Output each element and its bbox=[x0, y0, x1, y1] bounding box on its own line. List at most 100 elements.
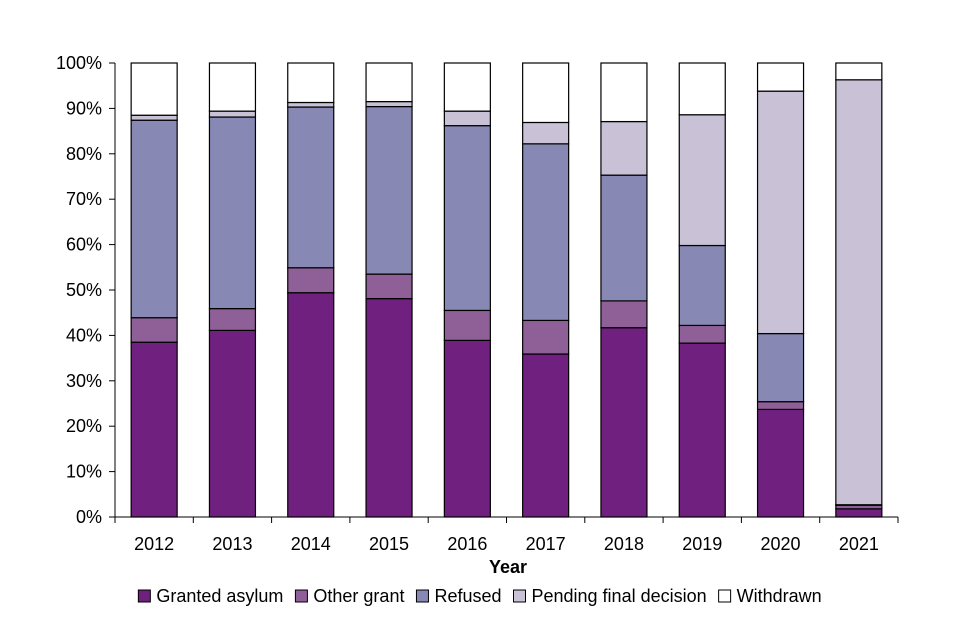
legend-label: Other grant bbox=[313, 586, 404, 606]
bar-segment-refused-2017 bbox=[522, 143, 570, 322]
bar-segment-other-grant-2015 bbox=[365, 273, 413, 300]
bar-segment-pending-final-decision-2021 bbox=[835, 79, 883, 506]
x-tick-label: 2019 bbox=[682, 534, 722, 554]
bar-segment-withdrawn-2018 bbox=[600, 62, 648, 123]
bar-segment-granted-asylum-2019 bbox=[678, 342, 726, 518]
bar-segment-pending-final-decision-2019 bbox=[678, 114, 726, 247]
bar-stack-2013 bbox=[208, 62, 257, 518]
bar-segment-other-grant-2012 bbox=[130, 317, 178, 343]
bar-segment-pending-final-decision-2013 bbox=[208, 110, 257, 118]
x-tick-label: 2018 bbox=[604, 534, 644, 554]
y-tick-label: 100% bbox=[56, 53, 102, 73]
y-tick-label: 70% bbox=[66, 189, 102, 209]
x-tick-label: 2013 bbox=[212, 534, 252, 554]
bar-segment-other-grant-2014 bbox=[287, 267, 335, 294]
bar-segment-pending-final-decision-2020 bbox=[756, 90, 805, 335]
y-tick-label: 0% bbox=[76, 507, 102, 527]
y-axis: 0% 10% 20% 30% 40% 50% 60% 70% 80% 90% 100% bbox=[56, 53, 116, 527]
bar-stack-2015 bbox=[365, 62, 413, 518]
bar-segment-refused-2012 bbox=[130, 119, 178, 319]
bar-segment-withdrawn-2020 bbox=[756, 62, 805, 92]
bar-segment-other-grant-2019 bbox=[678, 324, 726, 344]
y-tick-label: 20% bbox=[66, 416, 102, 436]
bar-segment-refused-2013 bbox=[208, 116, 257, 310]
bar-segment-other-grant-2016 bbox=[443, 309, 491, 341]
bar-stack-2017 bbox=[522, 62, 570, 518]
bar-segment-granted-asylum-2016 bbox=[443, 339, 491, 518]
bar-segment-granted-asylum-2018 bbox=[600, 327, 648, 518]
bar-stack-2019 bbox=[678, 62, 726, 518]
bar-segment-granted-asylum-2021 bbox=[835, 508, 883, 518]
bar-segment-withdrawn-2015 bbox=[365, 62, 413, 103]
bar-segment-withdrawn-2013 bbox=[208, 62, 257, 112]
bar-segment-withdrawn-2016 bbox=[443, 62, 491, 112]
bar-segment-other-grant-2020 bbox=[756, 401, 805, 411]
bar-stack-2021 bbox=[835, 62, 883, 518]
bar-segment-granted-asylum-2020 bbox=[756, 408, 805, 518]
bar-segment-other-grant-2017 bbox=[522, 319, 570, 355]
y-tick-label: 60% bbox=[66, 235, 102, 255]
legend-item-withdrawn: Withdrawn bbox=[718, 586, 822, 606]
bar-segment-refused-2015 bbox=[365, 105, 413, 275]
legend-item-refused: Refused bbox=[415, 586, 502, 606]
x-tick-label: 2016 bbox=[447, 534, 487, 554]
legend-label: Pending final decision bbox=[532, 586, 707, 606]
legend-swatch bbox=[415, 589, 429, 603]
bar-segment-pending-final-decision-2017 bbox=[522, 121, 570, 145]
bar-segment-pending-final-decision-2012 bbox=[130, 114, 178, 121]
bar-segment-other-grant-2013 bbox=[208, 308, 257, 332]
x-tick-label: 2014 bbox=[291, 534, 331, 554]
legend-item-pending-final-decision: Pending final decision bbox=[513, 586, 707, 606]
y-tick-label: 80% bbox=[66, 144, 102, 164]
bar-segment-refused-2020 bbox=[756, 332, 805, 403]
legend-item-granted-asylum: Granted asylum bbox=[137, 586, 283, 606]
bar-segment-refused-2019 bbox=[678, 244, 726, 327]
bar-segment-refused-2014 bbox=[287, 106, 335, 269]
legend-swatch bbox=[137, 589, 151, 603]
legend-label: Granted asylum bbox=[156, 586, 283, 606]
x-tick-label: 2021 bbox=[839, 534, 879, 554]
x-axis: 2012 2013 2014 2015 2016 2017 2018 2019 2020 2021 bbox=[114, 516, 899, 554]
bar-stack-2016 bbox=[443, 62, 491, 518]
bar-segment-withdrawn-2012 bbox=[130, 62, 178, 116]
legend-swatch bbox=[513, 589, 526, 603]
bar-segment-withdrawn-2021 bbox=[835, 62, 883, 81]
bar-stack-2018 bbox=[600, 62, 648, 518]
bar-segment-refused-2018 bbox=[600, 174, 648, 302]
bar-stack-2012 bbox=[130, 62, 178, 518]
y-tick-label: 30% bbox=[66, 371, 102, 391]
bar-segment-pending-final-decision-2018 bbox=[600, 120, 648, 176]
bar-segment-granted-asylum-2012 bbox=[130, 341, 178, 518]
bar-segment-granted-asylum-2013 bbox=[208, 329, 257, 518]
x-tick-label: 2012 bbox=[134, 534, 174, 554]
legend-label: Withdrawn bbox=[737, 586, 822, 606]
legend-swatch bbox=[718, 589, 732, 603]
legend: Granted asylum Other grant Refused Pending … bbox=[137, 586, 822, 606]
bar-segment-other-grant-2018 bbox=[600, 300, 648, 329]
bar-segment-granted-asylum-2015 bbox=[365, 298, 413, 518]
bar-series-group bbox=[130, 62, 883, 518]
x-tick-label: 2020 bbox=[761, 534, 801, 554]
y-tick-label: 40% bbox=[66, 325, 102, 345]
legend-item-other-grant: Other grant bbox=[294, 586, 404, 606]
legend-swatch bbox=[294, 589, 308, 603]
bar-stack-2020 bbox=[756, 62, 805, 518]
bar-segment-granted-asylum-2014 bbox=[287, 292, 335, 518]
bar-segment-pending-final-decision-2014 bbox=[287, 101, 335, 108]
bar-segment-refused-2016 bbox=[443, 125, 491, 312]
bar-segment-pending-final-decision-2016 bbox=[443, 110, 491, 127]
y-tick-label: 50% bbox=[66, 280, 102, 300]
bar-segment-pending-final-decision-2015 bbox=[365, 100, 413, 108]
bar-segment-withdrawn-2017 bbox=[522, 62, 570, 124]
y-tick-label: 10% bbox=[66, 462, 102, 482]
x-tick-label: 2015 bbox=[369, 534, 409, 554]
bar-segment-withdrawn-2014 bbox=[287, 62, 335, 104]
bar-stack-2014 bbox=[287, 62, 335, 518]
bar-segment-granted-asylum-2017 bbox=[522, 353, 570, 518]
legend-label: Refused bbox=[434, 586, 501, 606]
bar-segment-withdrawn-2019 bbox=[678, 62, 726, 116]
y-tick-label: 90% bbox=[66, 98, 102, 118]
x-tick-label: 2017 bbox=[526, 534, 566, 554]
